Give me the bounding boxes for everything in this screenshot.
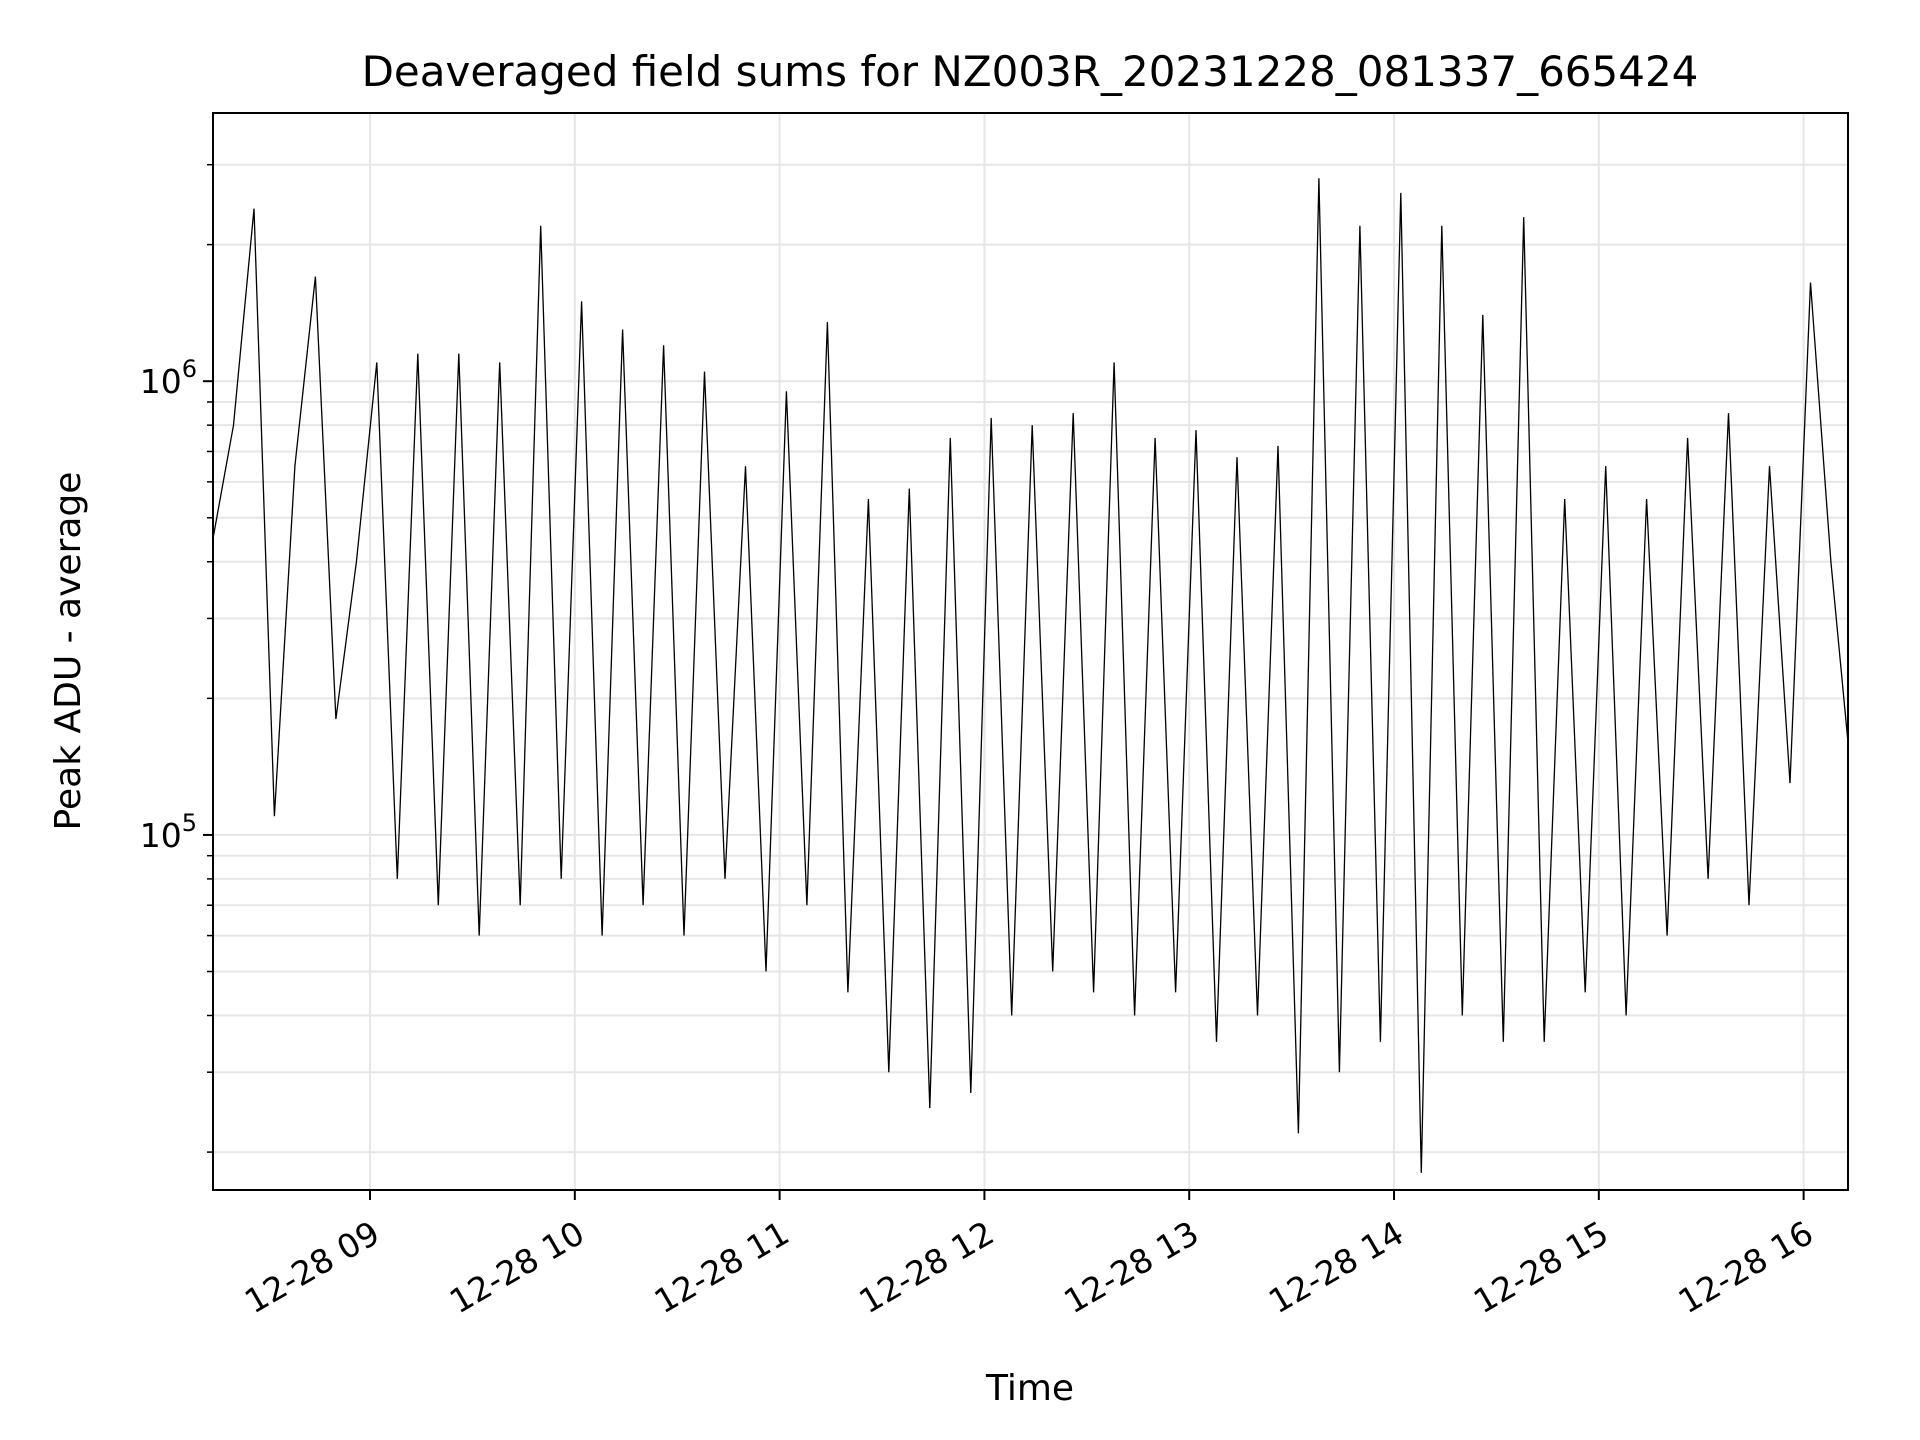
x-gridlines bbox=[369, 113, 1805, 1190]
y-tick-exponent: 6 bbox=[182, 355, 197, 383]
y-tick-base: 10 bbox=[140, 816, 182, 855]
series-layer bbox=[212, 178, 1849, 1173]
y-axis-label: Peak ADU - average bbox=[48, 472, 89, 831]
y-tick-label: 106 bbox=[140, 355, 197, 401]
chart-title: Deaveraged field sums for NZ003R_2023122… bbox=[362, 47, 1699, 96]
y-tick-base: 10 bbox=[140, 362, 182, 401]
x-axis-label: Time bbox=[985, 1368, 1074, 1409]
y-tick-exponent: 5 bbox=[182, 809, 197, 837]
y-gridlines bbox=[213, 163, 1848, 1154]
series-line bbox=[212, 178, 1849, 1173]
plot-frame bbox=[212, 112, 1849, 1191]
y-tick-label: 105 bbox=[140, 809, 197, 855]
